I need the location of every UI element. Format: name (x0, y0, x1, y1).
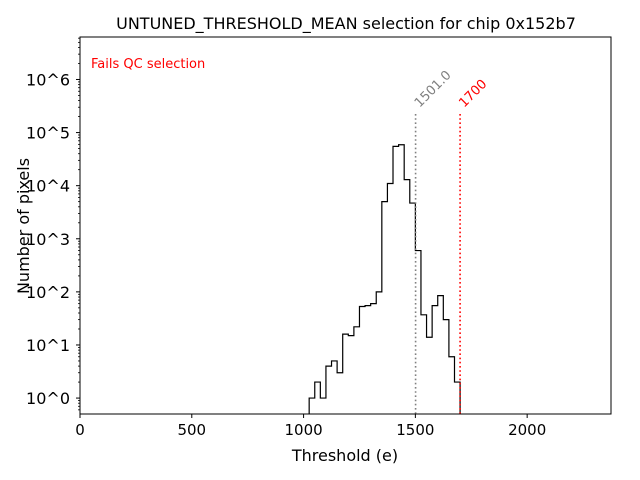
histogram-bin (427, 337, 433, 414)
histogram-bin (365, 306, 371, 414)
histogram-bin (421, 315, 427, 414)
x-tick-label: 1500 (396, 421, 434, 439)
x-tick-label: 1000 (284, 421, 322, 439)
histogram-bin (309, 398, 315, 414)
histogram-bin (399, 145, 405, 414)
histogram-bin (332, 361, 338, 414)
y-tick-label: 10^4 (26, 177, 70, 196)
x-tick-label: 500 (177, 421, 206, 439)
y-tick-label: 10^0 (26, 389, 70, 408)
x-tick-label: 0 (75, 421, 85, 439)
y-tick-label: 10^1 (26, 336, 70, 355)
y-tick-label: 10^5 (26, 124, 70, 143)
histogram-bin (382, 202, 388, 414)
y-tick-label: 10^3 (26, 230, 70, 249)
histogram-bin (315, 382, 321, 414)
histogram-bin (393, 146, 399, 414)
histogram-bin (438, 296, 444, 414)
qc-annotation: Fails QC selection (91, 57, 205, 72)
x-axis-label: Threshold (e) (291, 446, 398, 465)
plot-frame (79, 36, 612, 415)
y-tick-label: 10^2 (26, 283, 70, 302)
histogram-bin (449, 357, 455, 414)
histogram-bin (337, 373, 343, 414)
histogram-bin (387, 183, 393, 414)
histogram-bin (348, 336, 354, 414)
histogram-bin (359, 307, 365, 414)
chart-title: UNTUNED_THRESHOLD_MEAN selection for chi… (116, 14, 576, 34)
histogram-bin (354, 327, 360, 414)
x-tick-label: 2000 (508, 421, 546, 439)
histogram-bin (454, 382, 460, 414)
y-axis-label: Number of pixels (14, 158, 33, 294)
axes: 0 500 1000 1500 2000 10^0 10^1 10^2 10^3 10^4 10^5… (26, 37, 546, 439)
histogram-bin (371, 304, 377, 414)
y-tick-label: 10^6 (26, 70, 70, 89)
histogram-bin (343, 334, 349, 414)
histogram-bin (320, 398, 326, 414)
histogram-bin (326, 366, 332, 414)
histogram-bin (432, 306, 438, 414)
histogram-bin (443, 320, 449, 414)
histogram-bin (376, 292, 382, 414)
histogram-outline (308, 144, 461, 414)
histogram-bin (410, 203, 416, 414)
histogram-bin (404, 180, 410, 414)
